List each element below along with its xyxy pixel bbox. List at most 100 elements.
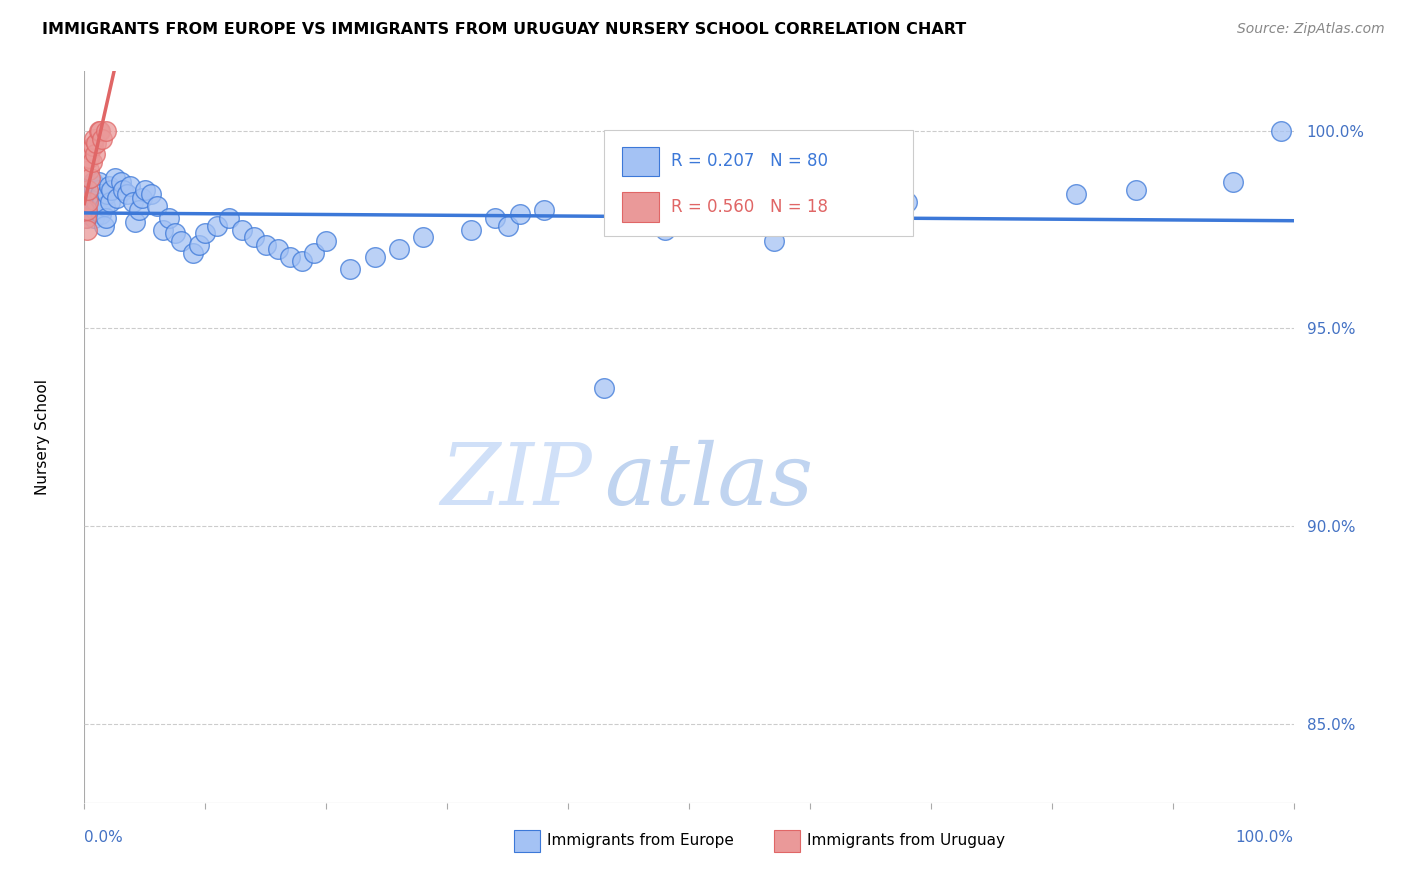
Point (762, 235, 785, 249)
Text: R = 0.207   N = 80: R = 0.207 N = 80 (671, 153, 828, 170)
Point (98, 194, 121, 209)
Point (291, 254, 314, 268)
Point (242, 230, 264, 244)
Point (104, 171, 127, 186)
Point (80, 191, 103, 205)
Point (165, 227, 187, 241)
Point (77, 183, 100, 197)
Point (617, 211, 640, 225)
Point (76, 194, 98, 209)
Point (115, 186, 138, 201)
Point (194, 227, 217, 241)
Point (79, 171, 101, 186)
Point (91, 131, 114, 145)
Point (83, 183, 105, 197)
Point (83, 131, 105, 145)
Point (84, 202, 107, 217)
Point (91, 194, 114, 209)
Text: 100.0%: 100.0% (1236, 830, 1294, 846)
Point (302, 246, 325, 260)
Point (254, 238, 277, 252)
Point (339, 262, 361, 277)
Point (75, 211, 97, 225)
Point (96, 186, 118, 201)
Bar (623, 193, 659, 221)
Point (121, 194, 143, 209)
Point (79, 144, 101, 158)
Text: Immigrants from Uruguay: Immigrants from Uruguay (807, 833, 1005, 848)
Point (86, 136, 108, 150)
Point (76, 222, 98, 236)
Text: Nursery School: Nursery School (35, 379, 49, 495)
Point (86, 194, 108, 209)
Point (93, 219, 115, 233)
Point (188, 238, 211, 252)
Point (100, 183, 122, 197)
Point (533, 202, 555, 217)
Point (388, 242, 411, 256)
Text: Immigrants from Europe: Immigrants from Europe (547, 833, 734, 848)
Point (110, 175, 132, 189)
Point (87, 191, 110, 205)
Text: R = 0.560   N = 18: R = 0.560 N = 18 (671, 198, 828, 216)
Point (139, 186, 162, 201)
Point (484, 211, 506, 225)
Point (105, 191, 128, 205)
Text: atlas: atlas (605, 440, 814, 523)
Point (1064, 186, 1087, 201)
Point (846, 202, 869, 217)
Bar (513, 830, 540, 852)
Point (77, 194, 100, 209)
Point (231, 222, 253, 236)
Point (218, 211, 240, 225)
Point (112, 183, 135, 197)
Point (896, 194, 918, 209)
Point (77, 152, 100, 166)
Point (79, 179, 101, 194)
Point (146, 199, 169, 213)
Point (76, 202, 98, 217)
Point (89, 186, 111, 201)
Point (1125, 183, 1147, 197)
Point (1222, 175, 1244, 189)
Point (89, 123, 111, 137)
Point (77, 186, 100, 201)
Point (77, 202, 100, 217)
Point (460, 222, 482, 236)
Point (181, 246, 204, 260)
Text: 0.0%: 0.0% (84, 830, 124, 846)
Point (124, 214, 146, 228)
Point (131, 191, 153, 205)
Point (82, 175, 104, 189)
Point (315, 235, 337, 249)
Point (84, 147, 107, 161)
Point (86, 179, 108, 194)
Point (134, 183, 156, 197)
Text: IMMIGRANTS FROM EUROPE VS IMMIGRANTS FROM URUGUAY NURSERY SCHOOL CORRELATION CHA: IMMIGRANTS FROM EUROPE VS IMMIGRANTS FRO… (42, 22, 966, 37)
Point (593, 381, 616, 395)
Point (90, 207, 112, 221)
Point (82, 194, 104, 209)
Point (86, 183, 108, 197)
Point (207, 219, 229, 233)
Point (79, 199, 101, 213)
Point (77, 183, 100, 197)
Point (278, 250, 301, 264)
Point (412, 230, 434, 244)
Point (120, 179, 142, 194)
Point (799, 219, 821, 233)
Point (94, 199, 117, 213)
Point (82, 139, 104, 153)
Point (94, 123, 117, 137)
Text: Source: ZipAtlas.com: Source: ZipAtlas.com (1237, 22, 1385, 37)
Point (75, 211, 97, 225)
Point (170, 235, 193, 249)
Point (496, 219, 519, 233)
Point (97, 179, 120, 194)
Point (509, 207, 531, 221)
Point (363, 250, 385, 264)
Point (77, 163, 100, 178)
Text: ZIP: ZIP (440, 440, 592, 523)
Point (267, 242, 290, 256)
Point (152, 222, 174, 236)
